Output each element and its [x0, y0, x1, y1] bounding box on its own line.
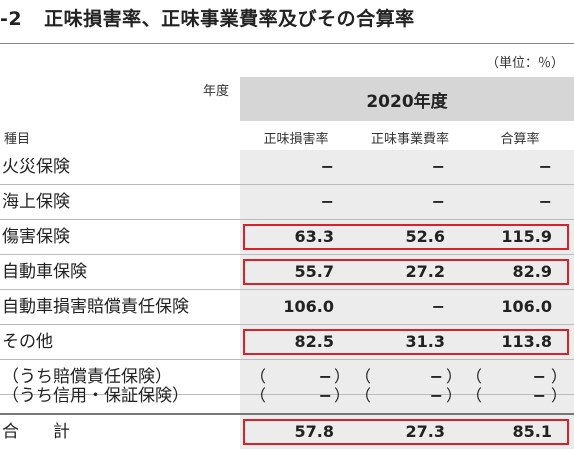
col-header-combined-ratio: 合算率 — [500, 132, 540, 147]
combined-ratio-value: − — [532, 386, 546, 405]
paren-open: （ — [355, 386, 372, 405]
row-divider — [0, 324, 574, 325]
total-divider — [0, 413, 574, 415]
row-label: 傷害保険 — [2, 227, 70, 247]
expense-ratio-value: 31.3 — [405, 332, 445, 351]
row-label: その他 — [2, 332, 53, 352]
col-header-loss-ratio: 正味損害率 — [263, 132, 329, 147]
row-label: 海上保険 — [2, 192, 70, 212]
highlight-box — [243, 224, 569, 250]
col-header-expense-ratio: 正味事業費率 — [370, 132, 449, 147]
cell-shade — [240, 290, 574, 324]
combined-ratio-value: 82.9 — [512, 262, 552, 281]
expense-ratio-value: − — [431, 192, 445, 211]
row-label: 自動車損害賠償責任保険 — [2, 297, 189, 317]
cell-shade — [240, 150, 574, 184]
expense-ratio-value: − — [429, 386, 443, 405]
paren-close: ） — [551, 367, 568, 386]
loss-ratio-value: 57.8 — [294, 422, 334, 441]
expense-ratio-value: 52.6 — [405, 227, 445, 246]
page-title: -2 正味損害率、正味事業費率及びその合算率 — [0, 4, 415, 34]
table-row-personal-accident: 傷害保険 63.3 52.6 115.9 — [0, 220, 574, 254]
section-title: 正味損害率、正味事業費率及びその合算率 — [44, 8, 415, 30]
expense-ratio-value: − — [431, 157, 445, 176]
table-row-cali: 自動車損害賠償責任保険 106.0 − 106.0 — [0, 290, 574, 324]
combined-ratio-value: 85.1 — [512, 422, 552, 441]
highlight-box — [243, 259, 569, 285]
combined-ratio-value: 113.8 — [501, 332, 552, 351]
year-header: 2020年度 — [240, 77, 574, 121]
highlight-box — [243, 419, 569, 445]
row-divider — [0, 184, 574, 185]
row-divider — [0, 289, 574, 290]
row-divider — [0, 254, 574, 255]
paren-close: ） — [334, 367, 351, 386]
row-divider — [0, 359, 574, 360]
paren-close: ） — [551, 386, 568, 405]
loss-ratio-value: 82.5 — [294, 332, 334, 351]
table-row-credit-guarantee: （うち信用・保証保険） （ − ） （ − ） （ − ） — [0, 379, 574, 413]
expense-ratio-value: − — [429, 367, 443, 386]
combined-ratio-value: − — [532, 367, 546, 386]
expense-ratio-value: − — [431, 297, 445, 316]
paren-open: （ — [250, 386, 267, 405]
paren-open: （ — [355, 367, 372, 386]
paren-close: ） — [446, 386, 463, 405]
expense-ratio-value: 27.3 — [405, 422, 445, 441]
loss-ratio-value: − — [320, 192, 334, 211]
paren-close: ） — [446, 367, 463, 386]
combined-ratio-value: − — [538, 157, 552, 176]
cell-shade — [240, 360, 574, 394]
row-label: （うち賠償責任保険） — [2, 367, 172, 387]
top-rule — [0, 43, 574, 44]
paren-open: （ — [466, 367, 483, 386]
paren-open: （ — [250, 367, 267, 386]
cell-shade — [240, 395, 574, 413]
loss-ratio-value: 106.0 — [283, 297, 334, 316]
table-row-other: その他 82.5 31.3 113.8 — [0, 325, 574, 359]
loss-ratio-value: − — [318, 367, 332, 386]
loss-ratio-value: 63.3 — [294, 227, 334, 246]
table-row-automobile: 自動車保険 55.7 27.2 82.9 — [0, 255, 574, 289]
row-label: 合 計 — [2, 422, 70, 442]
highlight-box — [243, 329, 569, 355]
unit-label: （単位：％） — [485, 56, 564, 71]
row-divider — [0, 394, 574, 395]
row-label: （うち信用・保証保険） — [2, 386, 189, 406]
table-row-fire: 火災保険 − − − — [0, 150, 574, 184]
row-divider — [0, 219, 574, 220]
combined-ratio-value: 106.0 — [501, 297, 552, 316]
expense-ratio-value: 27.2 — [405, 262, 445, 281]
combined-ratio-value: 115.9 — [501, 227, 552, 246]
year-header-label: 年度 — [203, 84, 230, 99]
loss-ratio-value: 55.7 — [294, 262, 334, 281]
table-row-liability: （うち賠償責任保険） （ − ） （ − ） （ − ） — [0, 360, 574, 394]
paren-close: ） — [334, 386, 351, 405]
section-number: -2 — [0, 8, 23, 30]
cell-shade — [240, 185, 574, 219]
table-row-marine: 海上保険 − − − — [0, 185, 574, 219]
table-row-total: 合 計 57.8 27.3 85.1 — [0, 415, 574, 449]
combined-ratio-value: − — [538, 192, 552, 211]
category-header-label: 種目 — [4, 132, 31, 147]
row-label: 自動車保険 — [2, 262, 87, 282]
row-label: 火災保険 — [2, 157, 70, 177]
paren-open: （ — [466, 386, 483, 405]
loss-ratio-value: − — [318, 386, 332, 405]
loss-ratio-value: − — [320, 157, 334, 176]
